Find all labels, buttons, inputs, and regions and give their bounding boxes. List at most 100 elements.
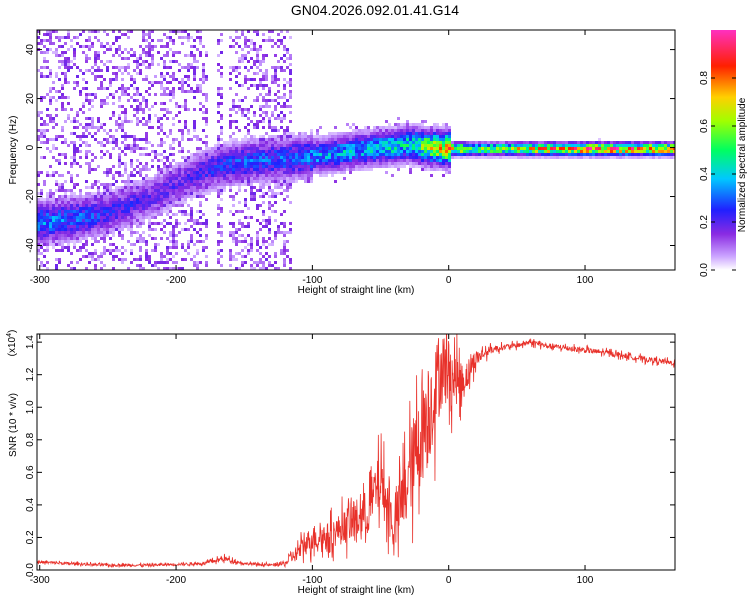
heat-cell	[667, 141, 670, 144]
heat-cell	[241, 162, 244, 165]
heat-cell	[628, 141, 631, 144]
heat-cell	[421, 150, 424, 153]
heat-cell	[202, 183, 205, 186]
heat-cell	[580, 150, 583, 153]
heat-cell	[313, 159, 316, 162]
heat-cell	[274, 42, 277, 45]
heat-cell	[235, 30, 238, 33]
heat-cell	[217, 165, 220, 168]
heat-cell	[448, 126, 451, 129]
heat-cell	[73, 219, 76, 222]
heat-cell	[367, 156, 370, 159]
heat-cell	[40, 213, 43, 216]
heat-cell	[205, 93, 208, 96]
heat-cell	[154, 102, 157, 105]
heat-cell	[115, 123, 118, 126]
heat-cell	[100, 60, 103, 63]
heat-cell	[82, 213, 85, 216]
heat-cell	[352, 165, 355, 168]
heat-cell	[46, 222, 49, 225]
heat-cell	[178, 171, 181, 174]
heat-cell	[124, 69, 127, 72]
heat-cell	[256, 162, 259, 165]
heat-cell	[154, 204, 157, 207]
heat-cell	[133, 216, 136, 219]
heat-cell	[184, 66, 187, 69]
heat-cell	[226, 150, 229, 153]
heat-cell	[91, 123, 94, 126]
heat-cell	[73, 228, 76, 231]
heat-cell	[169, 81, 172, 84]
heat-cell	[196, 165, 199, 168]
heat-cell	[187, 240, 190, 243]
heat-cell	[193, 45, 196, 48]
heat-cell	[262, 174, 265, 177]
heat-cell	[340, 144, 343, 147]
heat-cell	[226, 147, 229, 150]
heat-cell	[136, 99, 139, 102]
heat-cell	[376, 135, 379, 138]
heat-cell	[262, 120, 265, 123]
heat-cell	[553, 150, 556, 153]
heat-cell	[97, 66, 100, 69]
heat-cell	[241, 144, 244, 147]
heat-cell	[556, 153, 559, 156]
heat-cell	[187, 132, 190, 135]
heat-cell	[82, 198, 85, 201]
heat-cell	[403, 129, 406, 132]
heat-cell	[415, 162, 418, 165]
heat-cell	[367, 135, 370, 138]
heat-cell	[121, 72, 124, 75]
heat-cell	[139, 72, 142, 75]
heat-cell	[205, 156, 208, 159]
heat-cell	[283, 258, 286, 261]
heat-cell	[61, 201, 64, 204]
heat-cell	[457, 141, 460, 144]
heat-cell	[163, 201, 166, 204]
heat-cell	[370, 129, 373, 132]
heat-cell	[436, 150, 439, 153]
heat-cell	[283, 60, 286, 63]
heat-cell	[451, 156, 454, 159]
heat-cell	[145, 201, 148, 204]
heat-cell	[187, 75, 190, 78]
heat-cell	[70, 108, 73, 111]
heat-cell	[268, 201, 271, 204]
heat-cell	[217, 189, 220, 192]
heat-cell	[187, 246, 190, 249]
heat-cell	[400, 159, 403, 162]
heat-cell	[229, 231, 232, 234]
heat-cell	[664, 147, 667, 150]
heat-cell	[544, 144, 547, 147]
heat-cell	[190, 237, 193, 240]
heat-cell	[133, 114, 136, 117]
heat-cell	[40, 129, 43, 132]
heat-cell	[388, 162, 391, 165]
heat-cell	[184, 210, 187, 213]
heat-cell	[127, 210, 130, 213]
heat-cell	[607, 144, 610, 147]
heat-cell	[199, 51, 202, 54]
heat-cell	[37, 234, 40, 237]
heat-cell	[646, 156, 649, 159]
heat-cell	[97, 216, 100, 219]
heat-cell	[55, 201, 58, 204]
heat-cell	[427, 168, 430, 171]
heat-cell	[190, 162, 193, 165]
heat-cell	[106, 174, 109, 177]
heat-cell	[673, 153, 675, 156]
heat-cell	[490, 144, 493, 147]
heat-cell	[106, 132, 109, 135]
heat-cell	[220, 177, 223, 180]
heat-cell	[124, 33, 127, 36]
heat-cell	[148, 48, 151, 51]
heat-cell	[196, 150, 199, 153]
heat-cell	[271, 129, 274, 132]
heat-cell	[493, 147, 496, 150]
heat-cell	[436, 144, 439, 147]
heat-cell	[412, 165, 415, 168]
heat-cell	[220, 75, 223, 78]
heat-cell	[232, 213, 235, 216]
heat-cell	[250, 264, 253, 267]
heat-cell	[109, 93, 112, 96]
